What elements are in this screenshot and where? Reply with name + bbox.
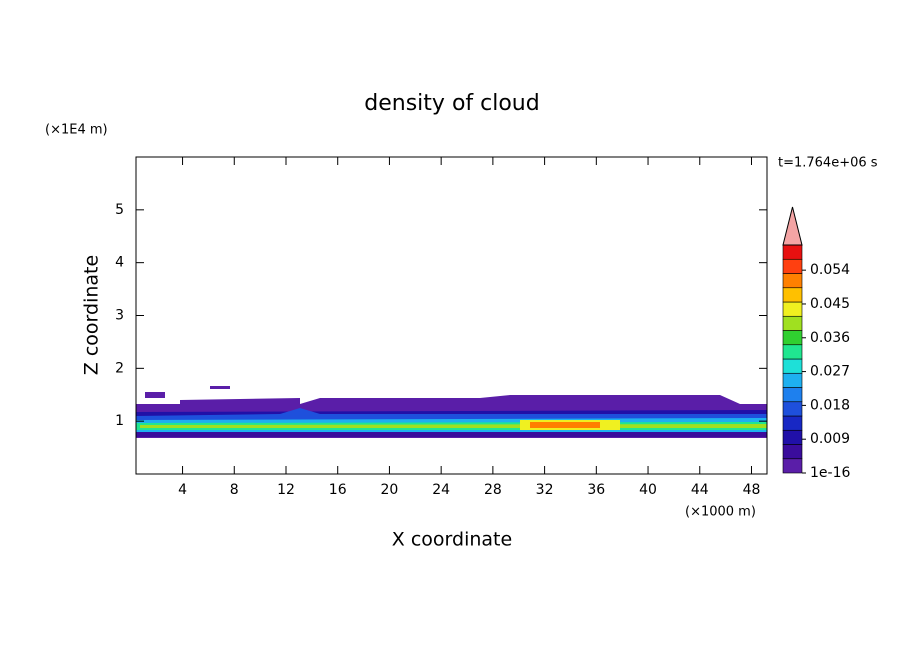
colorbar-label: 0.045	[810, 296, 850, 312]
x-tick-label: 36	[587, 482, 605, 498]
time-label: t=1.764e+06 s	[778, 156, 878, 171]
colorbar-box	[782, 458, 803, 474]
x-tick-label: 40	[639, 482, 657, 498]
colorbar-extend	[782, 206, 803, 246]
chart-title: density of cloud	[364, 91, 539, 116]
colorbar-label: 1e-16	[810, 465, 850, 481]
colorbar-box	[782, 258, 803, 274]
colorbar-box	[782, 387, 803, 403]
colorbar-label: 0.054	[810, 262, 850, 278]
colorbar-label: 0.036	[810, 330, 850, 346]
colorbar-box	[782, 415, 803, 431]
y-tick-label: 2	[115, 360, 124, 376]
colorbar-label: 0.027	[810, 364, 850, 380]
y-tick-label: 3	[115, 308, 124, 324]
contour-field	[136, 386, 767, 438]
x-tick-label: 4	[178, 482, 187, 498]
colorbar-box	[782, 273, 803, 289]
colorbar-box	[782, 301, 803, 317]
colorbar-box	[782, 444, 803, 460]
colorbar-box	[782, 344, 803, 360]
colorbar-box	[782, 429, 803, 445]
colorbar-box	[782, 372, 803, 388]
y-axis-label: Z coordinate	[81, 255, 103, 375]
x-axis-label: X coordinate	[392, 529, 512, 551]
y-tick-label: 5	[115, 202, 124, 218]
x-tick-label: 20	[381, 482, 399, 498]
colorbar-box	[782, 330, 803, 346]
x-unit: (×1000 m)	[685, 505, 756, 520]
x-tick-label: 44	[691, 482, 709, 498]
x-tick-label: 24	[432, 482, 450, 498]
colorbar-box	[782, 244, 803, 260]
colorbar-label: 0.018	[810, 397, 850, 413]
colorbar-box	[782, 401, 803, 417]
y-unit: (×1E4 m)	[45, 123, 108, 138]
y-tick-label: 1	[115, 413, 124, 429]
x-tick-label: 32	[536, 482, 554, 498]
x-tick-label: 12	[277, 482, 295, 498]
y-tick-label: 4	[115, 255, 124, 271]
x-tick-label: 28	[484, 482, 502, 498]
x-tick-label: 8	[230, 482, 239, 498]
x-tick-label: 48	[743, 482, 761, 498]
colorbar-box	[782, 287, 803, 303]
colorbar-box	[782, 315, 803, 331]
x-tick-label: 16	[329, 482, 347, 498]
colorbar-box	[782, 358, 803, 374]
colorbar-label: 0.009	[810, 431, 850, 447]
